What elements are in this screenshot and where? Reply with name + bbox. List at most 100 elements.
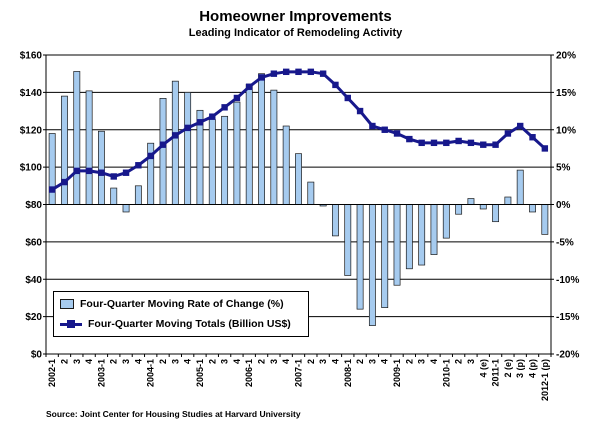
- x-tick-label: 2: [454, 359, 464, 364]
- x-tick-label: 2008-1: [343, 359, 353, 387]
- x-tick-label: 4: [232, 359, 242, 364]
- y-tick-label-left: $60: [25, 237, 42, 248]
- bar: [85, 90, 93, 205]
- y-tick-label-right: -5%: [556, 237, 574, 248]
- x-tick-label: 2: [257, 359, 267, 364]
- line-marker: [282, 68, 290, 76]
- x-tick-label: 2010-1: [441, 359, 451, 387]
- line-marker: [381, 126, 388, 133]
- line-marker: [480, 141, 487, 148]
- line-marker: [418, 139, 425, 147]
- moving-totals-line: [48, 68, 549, 193]
- bar: [295, 153, 302, 205]
- bar: [529, 204, 536, 213]
- x-tick-label: 4 (e): [478, 359, 488, 378]
- x-tick-label: 4: [380, 359, 390, 364]
- bar: [368, 204, 376, 326]
- y-tick-label-right: 15%: [556, 88, 576, 99]
- x-tick-label: 2: [158, 359, 168, 364]
- line-marker: [393, 130, 401, 137]
- bar: [159, 98, 167, 205]
- line-marker: [85, 167, 93, 175]
- line-marker: [172, 132, 179, 139]
- y-axis-left-labels: $0 $20 $40 $60 $80 $100 $120 $140 $160: [20, 51, 43, 361]
- chart-title: Homeowner Improvements: [199, 8, 392, 25]
- x-tick-label: 2: [355, 359, 365, 364]
- x-tick-label: 2: [207, 359, 217, 364]
- y-tick-label-right: 20%: [556, 51, 576, 62]
- bar: [479, 204, 487, 210]
- line-marker: [246, 83, 253, 90]
- line-marker: [492, 141, 499, 148]
- x-tick-label: 2: [59, 359, 69, 364]
- y-tick-label-left: $100: [20, 163, 43, 174]
- line-marker: [270, 70, 278, 77]
- source-note: Source: Joint Center for Housing Studies…: [46, 409, 301, 419]
- line-marker: [332, 81, 339, 89]
- x-tick-label: 2: [306, 359, 316, 364]
- y-tick-label-right: -15%: [556, 312, 579, 323]
- y-axis-right-labels: -20% -15% -10% -5% 0% 5% 10% 15% 20%: [556, 51, 579, 361]
- line-marker: [73, 167, 80, 175]
- line-marker: [209, 113, 216, 120]
- bar: [381, 204, 389, 309]
- bar: [110, 187, 118, 205]
- x-tick-label: 2006-1: [244, 359, 254, 387]
- chart-legend: Four-Quarter Moving Rate of Change (%) F…: [53, 291, 309, 337]
- bar: [48, 133, 56, 205]
- line-marker: [319, 70, 327, 77]
- y-tick-label-left: $0: [31, 350, 43, 361]
- x-tick-label: 3: [170, 359, 180, 364]
- bar: [516, 169, 524, 205]
- line-marker: [147, 152, 154, 160]
- x-tick-label: 3: [367, 359, 377, 364]
- bar: [245, 83, 253, 205]
- line-marker: [517, 122, 524, 130]
- line-marker: [406, 135, 413, 143]
- x-tick-label: 2007-1: [294, 359, 304, 387]
- x-tick-label: 2: [404, 359, 414, 364]
- bar: [442, 204, 450, 239]
- line-marker: [98, 169, 105, 176]
- line-marker: [258, 74, 265, 81]
- x-tick-label: 2 (e): [503, 359, 513, 378]
- line-marker: [122, 169, 130, 176]
- line-marker: [455, 137, 462, 145]
- line-marker: [369, 122, 376, 130]
- x-tick-label: 3 (p): [515, 359, 525, 378]
- axes: [43, 54, 554, 357]
- bar: [504, 196, 512, 205]
- bar: [171, 80, 179, 205]
- line-marker: [541, 145, 549, 152]
- y-tick-label-left: $40: [25, 275, 42, 286]
- bar: [541, 204, 549, 235]
- gridlines: [46, 54, 551, 318]
- x-tick-label: 3: [417, 359, 427, 364]
- line-marker: [504, 130, 512, 137]
- x-tick-label: 2002-1: [47, 359, 57, 387]
- bar: [492, 204, 500, 223]
- bar: [134, 185, 142, 205]
- line-marker: [196, 119, 204, 126]
- bar: [270, 89, 278, 205]
- x-tick-label: 4: [133, 359, 143, 364]
- x-tick-label: 2011-1: [491, 359, 501, 387]
- line-marker: [159, 141, 167, 148]
- line-marker: [529, 134, 536, 141]
- bar: [282, 125, 290, 205]
- legend-item-rate: Four-Quarter Moving Rate of Change (%): [60, 296, 284, 312]
- x-tick-label: 3: [269, 359, 279, 364]
- line-marker: [356, 107, 364, 115]
- x-tick-label: 3: [466, 359, 476, 364]
- x-axis-labels: 2002-1 2 3 4 2003-1 2 3 4 2004-1 2 3 4 2005-1 2 3 4 2006…: [47, 359, 550, 401]
- line-marker: [430, 139, 438, 147]
- line-marker: [307, 68, 315, 76]
- y-tick-label-right: 5%: [556, 163, 571, 174]
- x-tick-label: 3: [72, 359, 82, 364]
- x-tick-label: 2: [109, 359, 119, 364]
- bar: [430, 204, 438, 255]
- bar: [184, 92, 192, 205]
- x-tick-label: 3: [220, 359, 230, 364]
- x-tick-label: 2009-1: [392, 359, 402, 387]
